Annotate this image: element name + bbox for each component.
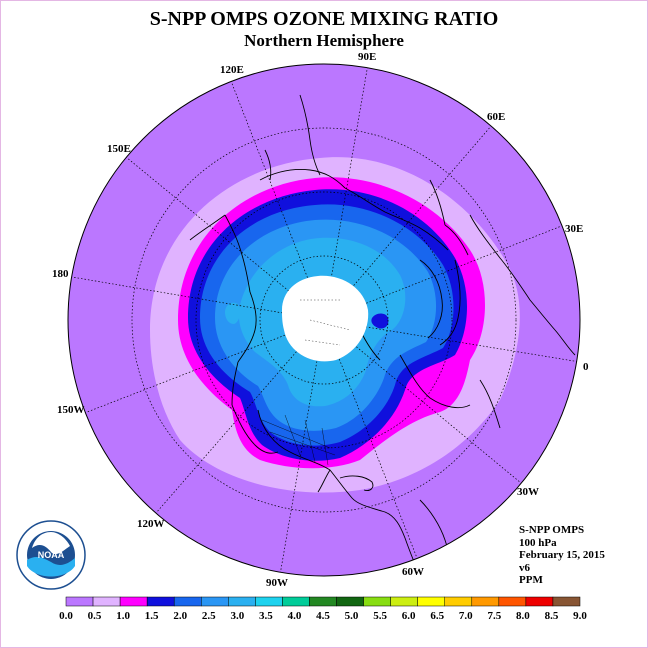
colorbar-swatch — [309, 596, 337, 607]
colorbar-tick-label: 3.0 — [230, 610, 244, 622]
colorbar: 0.0 0.5 1.0 1.5 2.0 2.5 3.0 3.5 4.0 4.5 5.0 5.5 6.0 6… — [59, 596, 587, 622]
colorbar-tick-label: 6.5 — [430, 610, 444, 622]
colorbar-swatch — [444, 596, 473, 607]
colorbar-tick-label: 9.0 — [573, 610, 587, 622]
colorbar-swatch — [390, 596, 418, 607]
ozone-field — [68, 64, 580, 576]
colorbar-tick-label: 7.5 — [487, 610, 501, 622]
colorbar-tick-label: 5.5 — [373, 610, 387, 622]
colorbar-swatch — [552, 596, 581, 607]
lon-label-30w: 30W — [517, 486, 539, 498]
lon-label-120e: 120E — [220, 64, 244, 76]
polar-graticule — [300, 299, 351, 346]
lon-label-150e: 150E — [107, 143, 131, 155]
colorbar-tick-label: 4.0 — [288, 610, 302, 622]
lon-label-0: 0 — [583, 361, 589, 373]
colorbar-swatch — [255, 596, 283, 607]
lon-label-90w: 90W — [266, 577, 288, 589]
lon-label-60w: 60W — [402, 566, 424, 578]
colorbar-tick-label: 1.0 — [116, 610, 130, 622]
no-data-region — [282, 275, 369, 362]
info-date: February 15, 2015 — [519, 549, 605, 561]
colorbar-tick-label: 0.5 — [88, 610, 102, 622]
lon-label-60e: 60E — [487, 111, 505, 123]
lon-label-120w: 120W — [137, 518, 165, 530]
colorbar-swatch — [201, 596, 229, 607]
colorbar-swatch — [363, 596, 391, 607]
colorbar-tick-label: 5.0 — [345, 610, 359, 622]
colorbar-swatch — [119, 596, 148, 607]
colorbar-swatch — [282, 596, 310, 607]
map-title: S-NPP OMPS OZONE MIXING RATIO — [149, 8, 499, 30]
colorbar-tick-label: 6.0 — [402, 610, 416, 622]
lon-label-30e: 30E — [565, 223, 583, 235]
info-block: S-NPP OMPS 100 hPa February 15, 2015 v6 … — [519, 524, 605, 587]
colorbar-tick-label: 2.5 — [202, 610, 216, 622]
colorbar-swatch — [525, 596, 554, 607]
colorbar-tick-label: 7.0 — [459, 610, 473, 622]
globe-outline — [67, 63, 581, 577]
coastlines — [189, 94, 576, 576]
noaa-logo: NOAA — [16, 520, 86, 590]
colorbar-swatch — [173, 596, 202, 607]
colorbar-swatch — [228, 596, 256, 607]
colorbar-swatch — [417, 596, 445, 607]
colorbar-tick-label: 8.0 — [516, 610, 530, 622]
lon-label-150w: 150W — [57, 404, 85, 416]
info-version: v6 — [519, 561, 530, 574]
state-boundaries — [261, 414, 336, 466]
map-subtitle: Northern Hemisphere — [244, 31, 404, 50]
contour-1.5-2.0-patch — [371, 313, 389, 329]
info-units: PPM — [519, 574, 543, 586]
colorbar-tick-label: 8.5 — [545, 610, 559, 622]
colorbar-tick-label: 3.5 — [259, 610, 273, 622]
lon-label-90e: 90E — [358, 51, 376, 63]
colorbar-tick-label: 0.0 — [59, 610, 73, 622]
colorbar-swatch — [65, 596, 94, 607]
colorbar-tick-label: 2.0 — [173, 610, 187, 622]
colorbar-swatch — [146, 596, 175, 607]
colorbar-swatch — [336, 596, 364, 607]
info-level: 100 hPa — [519, 536, 557, 549]
contour-3.0-3.5-small — [225, 302, 241, 324]
colorbar-swatch — [92, 596, 121, 607]
noaa-logo-text: NOAA — [38, 550, 65, 560]
lon-label-180: 180 — [52, 268, 69, 280]
colorbar-swatch — [498, 596, 527, 607]
colorbar-tick-label: 1.5 — [145, 610, 159, 622]
info-instrument: S-NPP OMPS — [519, 524, 585, 536]
colorbar-tick-label: 4.5 — [316, 610, 330, 622]
colorbar-swatch — [471, 596, 500, 607]
